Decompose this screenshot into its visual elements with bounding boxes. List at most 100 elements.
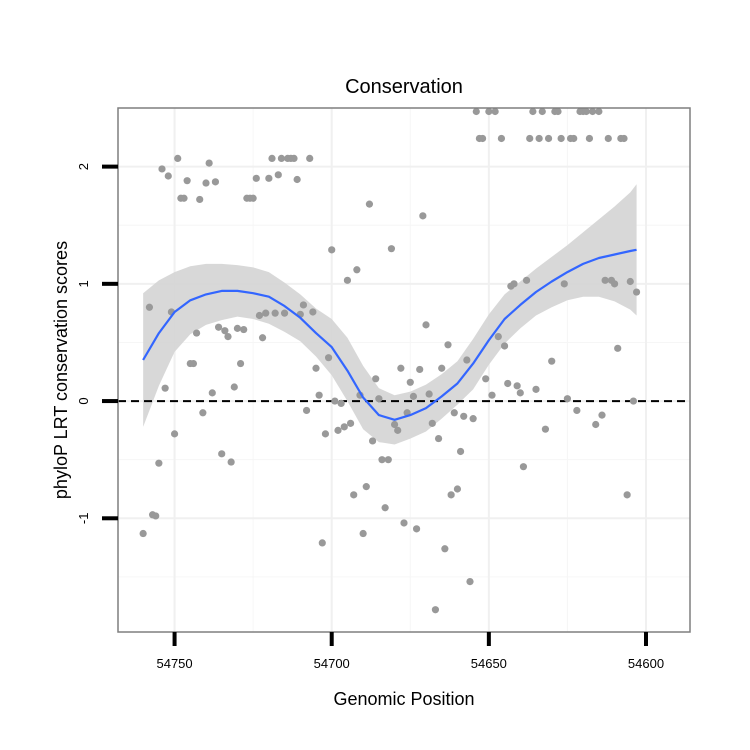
data-point: [422, 321, 430, 329]
data-point: [510, 280, 518, 288]
data-point: [265, 174, 273, 182]
x-tick-label: 54600: [628, 656, 664, 671]
data-point: [570, 134, 578, 143]
data-point: [629, 397, 638, 405]
data-point: [494, 332, 502, 341]
data-point: [491, 107, 499, 116]
data-point: [321, 430, 330, 438]
data-point: [199, 409, 207, 417]
data-point: [447, 491, 455, 499]
data-point: [161, 384, 169, 392]
data-point: [441, 545, 449, 553]
data-point: [262, 309, 270, 317]
data-point: [328, 246, 336, 254]
data-point: [504, 379, 512, 388]
data-point: [513, 382, 521, 390]
data-point: [192, 329, 201, 337]
data-point: [353, 266, 361, 274]
y-tick-label: 2: [76, 163, 91, 170]
data-point: [450, 409, 458, 417]
data-point: [400, 519, 408, 527]
data-point: [544, 134, 553, 143]
data-point: [460, 412, 468, 420]
data-point: [582, 107, 590, 116]
data-point: [378, 456, 386, 464]
y-axis: -1 0 1 2: [76, 163, 118, 524]
data-point: [563, 395, 572, 403]
data-point: [604, 134, 612, 143]
data-point: [145, 303, 154, 311]
data-point: [218, 450, 226, 458]
data-point: [620, 134, 628, 143]
data-point: [274, 171, 282, 179]
data-point: [472, 107, 480, 116]
data-point: [280, 309, 289, 317]
confidence-band-group: [143, 184, 637, 445]
data-point: [318, 539, 326, 547]
data-point: [139, 529, 147, 538]
data-point: [299, 301, 308, 309]
data-point: [368, 437, 377, 445]
y-tick-label: 1: [76, 280, 91, 287]
points-group: [139, 107, 641, 614]
data-point: [406, 378, 414, 386]
data-point: [324, 354, 333, 362]
data-point: [397, 364, 405, 372]
data-point: [601, 276, 609, 284]
smooth-line: [142, 248, 637, 421]
data-point: [205, 159, 213, 167]
data-point: [208, 389, 216, 397]
data-point: [240, 325, 248, 334]
data-point: [340, 423, 348, 431]
y-tick-label: 0: [76, 397, 91, 404]
data-point: [158, 165, 166, 173]
data-point: [614, 344, 622, 352]
data-point: [532, 385, 540, 393]
data-point: [268, 154, 276, 163]
data-point: [362, 483, 370, 491]
x-tick-label: 54650: [471, 656, 507, 671]
data-point: [585, 134, 594, 143]
data-point: [478, 134, 487, 143]
data-point: [211, 178, 220, 186]
panel-border: [117, 107, 691, 633]
data-point: [306, 154, 314, 163]
data-point: [365, 200, 374, 208]
data-point: [214, 323, 223, 331]
data-point: [174, 154, 182, 163]
data-point: [346, 419, 355, 427]
data-point: [337, 399, 345, 408]
data-point: [598, 411, 606, 419]
data-point: [258, 334, 267, 342]
data-point: [390, 420, 399, 429]
data-point: [293, 175, 301, 184]
data-point: [595, 107, 603, 116]
data-point: [554, 107, 562, 116]
data-point: [497, 134, 506, 143]
data-point: [249, 194, 257, 202]
data-point: [375, 395, 383, 403]
data-point: [416, 365, 424, 374]
data-point: [412, 525, 421, 533]
y-tick-label: -1: [76, 513, 91, 525]
data-point: [189, 359, 198, 368]
chart-title: Conservation: [345, 76, 463, 98]
data-point: [632, 288, 641, 296]
data-point: [196, 195, 204, 204]
data-point: [334, 426, 342, 434]
data-point: [230, 383, 238, 391]
data-point: [359, 529, 367, 538]
data-point: [623, 491, 631, 499]
data-point: [419, 212, 427, 220]
data-point: [290, 154, 298, 163]
data-point: [425, 390, 433, 398]
data-point: [183, 177, 191, 185]
data-point: [529, 107, 537, 116]
data-point: [277, 154, 286, 163]
data-point: [170, 430, 179, 438]
data-point: [428, 419, 436, 427]
data-point: [500, 342, 509, 350]
x-tick-label: 54750: [156, 656, 192, 671]
data-point: [588, 107, 597, 116]
data-point: [155, 459, 163, 467]
